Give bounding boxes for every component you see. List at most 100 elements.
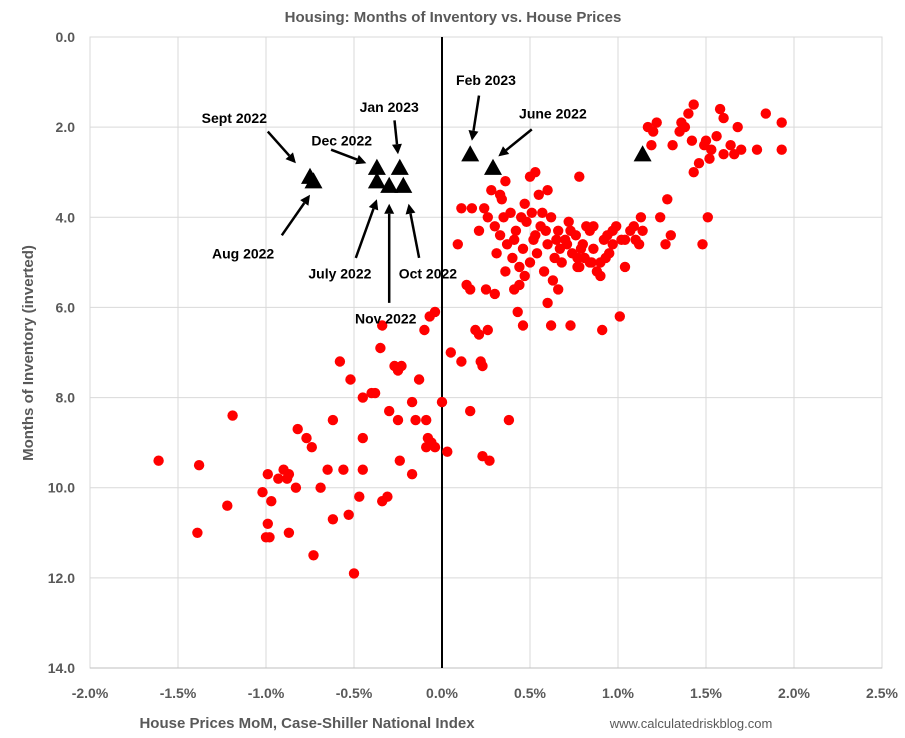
history-point	[473, 225, 485, 236]
y-tick-label: 6.0	[56, 299, 76, 315]
history-point	[530, 230, 541, 241]
history-point	[507, 252, 518, 264]
history-point	[732, 121, 743, 133]
history-point	[718, 112, 729, 124]
history-point	[413, 374, 425, 385]
history-point	[315, 482, 326, 493]
x-tick-label: 2.5%	[866, 685, 898, 701]
history-point	[519, 198, 530, 209]
history-point	[556, 257, 567, 268]
history-point	[429, 306, 441, 318]
history-point	[533, 189, 544, 200]
history-point	[348, 568, 360, 579]
history-point	[273, 473, 284, 484]
history-point	[688, 99, 699, 110]
history-point	[563, 216, 574, 227]
history-point	[510, 225, 522, 236]
history-point	[262, 518, 273, 529]
x-tick-label: -0.5%	[336, 685, 373, 701]
x-tick-label: 2.0%	[778, 685, 810, 701]
history-point	[597, 324, 608, 336]
history-point	[392, 414, 404, 426]
history-point	[611, 221, 622, 232]
history-point	[283, 527, 295, 538]
history-point	[551, 234, 562, 245]
source-credit: www.calculatedriskblog.com	[609, 716, 773, 731]
history-point	[466, 203, 478, 214]
history-point	[512, 306, 523, 318]
history-point	[382, 491, 393, 502]
history-point	[306, 442, 317, 453]
history-point	[436, 396, 448, 408]
history-point	[406, 396, 418, 408]
history-point	[509, 234, 520, 245]
history-point	[572, 252, 583, 264]
history-point	[292, 423, 303, 435]
history-point	[575, 243, 587, 254]
annotation-label: July 2022	[308, 266, 371, 282]
history-point	[586, 257, 597, 268]
history-point	[635, 212, 647, 223]
recent-point	[633, 145, 652, 162]
history-point	[377, 320, 388, 331]
history-point	[452, 239, 463, 250]
history-point	[327, 514, 339, 525]
history-point	[679, 121, 691, 133]
history-point	[193, 460, 205, 471]
history-point	[322, 464, 333, 475]
history-point	[517, 243, 529, 254]
history-point	[588, 243, 599, 254]
annotation-arrow	[393, 120, 399, 145]
history-point	[357, 464, 368, 475]
annotation-arrow	[472, 95, 481, 131]
history-point	[565, 225, 576, 236]
y-tick-label: 4.0	[56, 209, 76, 225]
history-point	[419, 324, 430, 336]
history-point	[396, 360, 407, 372]
history-point	[718, 149, 729, 160]
history-point	[227, 410, 238, 421]
recent-point	[367, 158, 386, 175]
history-point	[736, 144, 747, 155]
recent-point	[304, 172, 323, 189]
annotation-arrowhead	[468, 130, 479, 141]
history-point	[421, 414, 432, 426]
history-point	[334, 356, 346, 367]
recent-point	[380, 176, 399, 193]
history-point	[561, 239, 573, 250]
history-point	[410, 414, 421, 426]
x-tick-label: 0.0%	[426, 685, 458, 701]
history-point	[574, 171, 585, 182]
history-point	[545, 320, 557, 331]
history-point	[542, 185, 553, 196]
history-point	[429, 442, 441, 453]
history-point	[614, 311, 625, 322]
history-point	[345, 374, 356, 385]
annotation-label: Sept 2022	[202, 110, 268, 126]
y-tick-label: 0.0	[56, 29, 76, 45]
history-point	[686, 135, 698, 146]
recent-point	[394, 176, 413, 193]
history-point	[655, 212, 666, 223]
x-axis-label: House Prices MoM, Case-Shiller National …	[139, 715, 475, 732]
annotation-arrowhead	[392, 143, 402, 155]
annotation-arrowhead	[355, 154, 367, 165]
annotation-label: Nov 2022	[355, 311, 417, 327]
annotation-arrowhead	[498, 146, 510, 157]
history-point	[503, 414, 515, 426]
history-point	[500, 266, 511, 277]
annotation-labels: Sept 2022 Dec 2022 Jan 2023 Feb 2023 June 20…	[202, 72, 587, 327]
annotation-arrow	[354, 208, 375, 259]
history-point	[482, 324, 493, 336]
recent-point	[367, 172, 386, 189]
history-point	[394, 455, 405, 466]
chart-title: Housing: Months of Inventory vs. House P…	[285, 9, 622, 26]
history-point	[327, 414, 339, 426]
annotation-arrows	[266, 95, 533, 303]
history-point	[725, 140, 736, 151]
history-point	[519, 270, 530, 282]
history-point	[595, 270, 606, 282]
history-point	[700, 135, 712, 146]
history-point	[637, 225, 648, 236]
history-point	[494, 230, 506, 241]
